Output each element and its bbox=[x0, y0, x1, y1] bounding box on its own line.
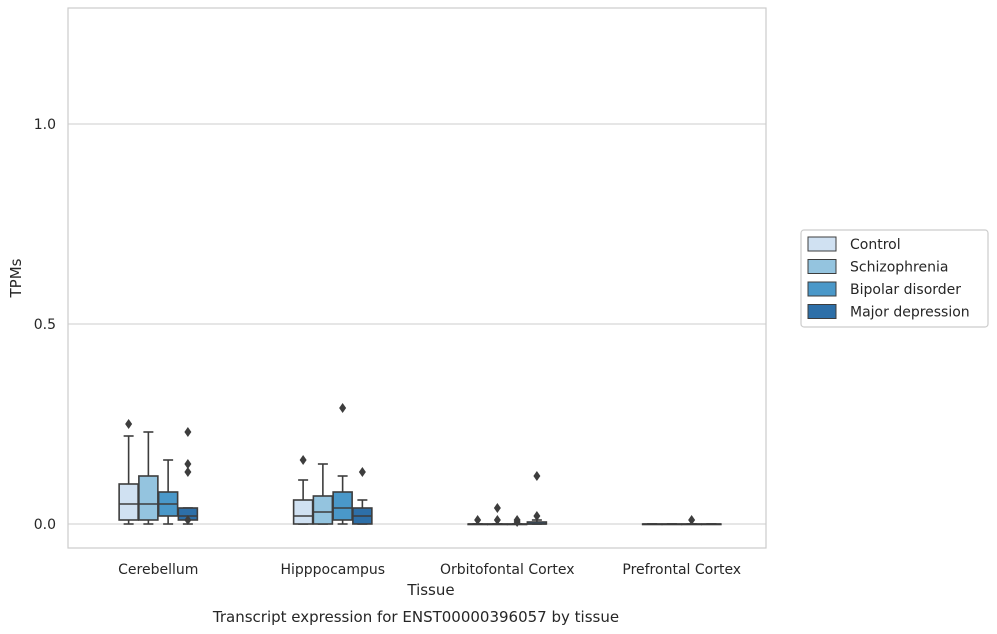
legend-frame bbox=[800, 229, 989, 328]
outlier-point bbox=[358, 467, 366, 477]
box bbox=[332, 403, 353, 525]
outlier-point bbox=[513, 517, 521, 527]
box bbox=[157, 459, 179, 525]
category-group bbox=[292, 403, 373, 525]
outlier-point bbox=[184, 515, 192, 525]
box bbox=[312, 463, 334, 525]
box bbox=[177, 427, 199, 525]
outlier-point bbox=[533, 511, 541, 521]
outlier-point bbox=[184, 467, 192, 477]
outlier-point bbox=[493, 515, 501, 525]
outlier-point bbox=[125, 419, 133, 429]
legend-label: Bipolar disorder bbox=[850, 282, 961, 298]
box-body bbox=[292, 499, 314, 525]
box bbox=[661, 523, 683, 526]
legend-item: Major depression bbox=[807, 304, 970, 321]
legend-label: Major depression bbox=[850, 305, 970, 321]
outlier-point bbox=[339, 403, 347, 413]
legend-swatch bbox=[807, 304, 837, 319]
legend-swatch bbox=[807, 281, 837, 297]
box bbox=[506, 515, 528, 527]
box bbox=[487, 503, 508, 526]
y-tick-label: 0.5 bbox=[34, 317, 56, 333]
y-tick-labels: 0.00.51.01.52.02.5 bbox=[34, 117, 56, 533]
outlier-point bbox=[688, 515, 696, 525]
box bbox=[526, 471, 548, 525]
x-tick-label: Cerebellum bbox=[118, 562, 198, 578]
legend-swatch bbox=[807, 259, 837, 274]
x-axis-label: Tissue bbox=[406, 581, 454, 599]
legend-label: Control bbox=[850, 237, 901, 253]
outlier-point bbox=[184, 459, 192, 469]
outlier-point bbox=[299, 455, 307, 465]
box bbox=[681, 515, 702, 526]
box-groups bbox=[118, 403, 722, 527]
category-group bbox=[641, 515, 722, 526]
outlier-point bbox=[493, 503, 501, 513]
box bbox=[118, 419, 139, 525]
box-body bbox=[312, 495, 334, 525]
box-body bbox=[118, 483, 139, 521]
box bbox=[352, 467, 373, 525]
legend: Control Schizophrenia Bipolar disorder Majo… bbox=[800, 229, 989, 328]
y-axis-label: TPMs bbox=[7, 258, 25, 298]
x-tick-label: Orbitofontal Cortex bbox=[440, 562, 575, 578]
outlier-point bbox=[184, 427, 192, 437]
category-group bbox=[467, 471, 548, 527]
outlier-point bbox=[474, 515, 482, 525]
legend-item: Bipolar disorder bbox=[807, 281, 961, 298]
box bbox=[641, 523, 663, 526]
box bbox=[701, 523, 722, 526]
plot-frame bbox=[67, 7, 767, 549]
gridlines bbox=[68, 123, 766, 525]
y-tick-label: 0.0 bbox=[34, 517, 56, 533]
legend-swatch bbox=[807, 236, 837, 252]
outlier-point bbox=[533, 471, 541, 481]
x-tick-labels: Cerebellum Hipppocampus Orbitofontal Corte… bbox=[118, 562, 741, 578]
box bbox=[467, 515, 488, 526]
box-body bbox=[332, 491, 353, 521]
legend-item: Control bbox=[807, 236, 901, 253]
x-tick-label: Hipppocampus bbox=[280, 562, 385, 578]
category-group bbox=[118, 419, 199, 525]
legend-label: Schizophrenia bbox=[850, 260, 948, 276]
x-tick-label: Prefrontal Cortex bbox=[622, 562, 741, 578]
box bbox=[138, 431, 159, 525]
box-body bbox=[138, 475, 159, 521]
y-tick-label: 1.0 bbox=[34, 117, 56, 133]
box bbox=[292, 455, 314, 525]
legend-item: Schizophrenia bbox=[807, 259, 948, 276]
chart-caption: Transcript expression for ENST0000039605… bbox=[212, 608, 619, 626]
